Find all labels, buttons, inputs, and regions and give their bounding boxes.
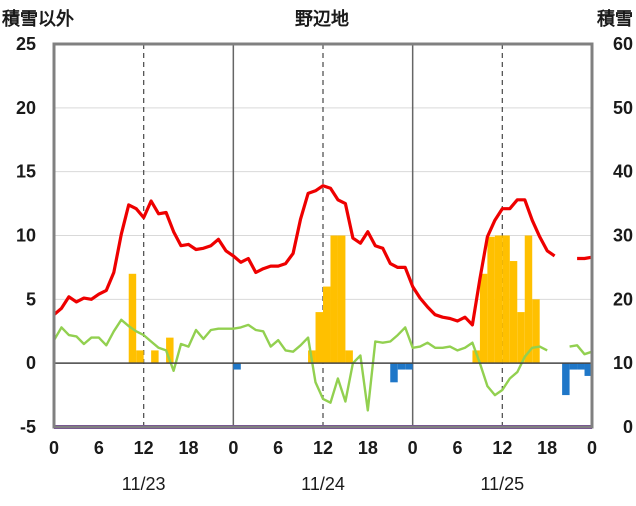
blue-bar — [233, 363, 241, 370]
left-tick-label: 0 — [26, 353, 36, 373]
right-tick-label: 0 — [623, 417, 633, 437]
right-tick-label: 50 — [613, 98, 633, 118]
left-tick-label: 10 — [16, 226, 36, 246]
right-tick-label: 10 — [613, 353, 633, 373]
x-tick-label: 6 — [452, 438, 462, 458]
orange-bar — [532, 299, 540, 364]
orange-bar — [524, 235, 533, 364]
blue-bar — [562, 363, 570, 396]
day-label: 11/25 — [480, 474, 524, 494]
orange-bar — [479, 273, 488, 364]
x-tick-label: 12 — [313, 438, 333, 458]
blue-bar — [397, 363, 406, 370]
left-tick-label: 20 — [16, 98, 36, 118]
orange-bar — [128, 273, 137, 364]
orange-bar — [502, 235, 510, 364]
x-tick-label: 6 — [273, 438, 283, 458]
blue-bar — [390, 363, 398, 383]
orange-bar — [517, 312, 525, 364]
orange-bar — [323, 286, 331, 364]
right-tick-label: 60 — [613, 34, 633, 54]
x-tick-label: 18 — [358, 438, 378, 458]
blue-bar — [584, 363, 592, 376]
orange-bar — [345, 350, 353, 364]
day-label: 11/23 — [122, 474, 166, 494]
left-axis-label: 積雪以外 — [1, 8, 74, 29]
blue-bar — [405, 363, 413, 370]
left-tick-label: 25 — [16, 34, 36, 54]
x-tick-label: 6 — [94, 438, 104, 458]
orange-bar — [494, 235, 503, 364]
orange-bar — [487, 236, 495, 364]
left-tick-label: -5 — [20, 417, 36, 437]
left-tick-label: 5 — [26, 289, 36, 309]
chart-title: 野辺地 — [295, 8, 349, 29]
orange-bar — [315, 312, 323, 364]
day-label: 11/24 — [301, 474, 345, 494]
x-tick-label: 18 — [537, 438, 557, 458]
x-tick-label: 0 — [408, 438, 418, 458]
blue-bar — [569, 363, 578, 370]
orange-bar — [472, 350, 480, 364]
x-tick-label: 0 — [587, 438, 597, 458]
x-tick-label: 0 — [49, 438, 59, 458]
orange-bar — [166, 337, 174, 364]
x-tick-label: 18 — [178, 438, 198, 458]
orange-bar — [151, 350, 159, 364]
left-tick-label: 15 — [16, 162, 36, 182]
orange-bar — [330, 235, 338, 364]
orange-bar — [509, 261, 518, 364]
right-axis-label: 積雪 — [596, 8, 633, 29]
blue-bar — [577, 363, 585, 370]
right-tick-label: 20 — [613, 289, 633, 309]
x-tick-label: 12 — [492, 438, 512, 458]
bars — [128, 235, 592, 396]
orange-bar — [337, 235, 346, 364]
green-line — [569, 344, 593, 356]
x-tick-label: 12 — [134, 438, 154, 458]
grid — [54, 44, 592, 427]
plot-frame — [52, 42, 594, 429]
red-line — [577, 255, 593, 261]
right-tick-label: 30 — [613, 226, 633, 246]
x-tick-label: 0 — [228, 438, 238, 458]
red-line — [52, 184, 556, 327]
green-line — [52, 318, 548, 412]
right-tick-label: 40 — [613, 162, 633, 182]
orange-bar — [136, 350, 144, 364]
